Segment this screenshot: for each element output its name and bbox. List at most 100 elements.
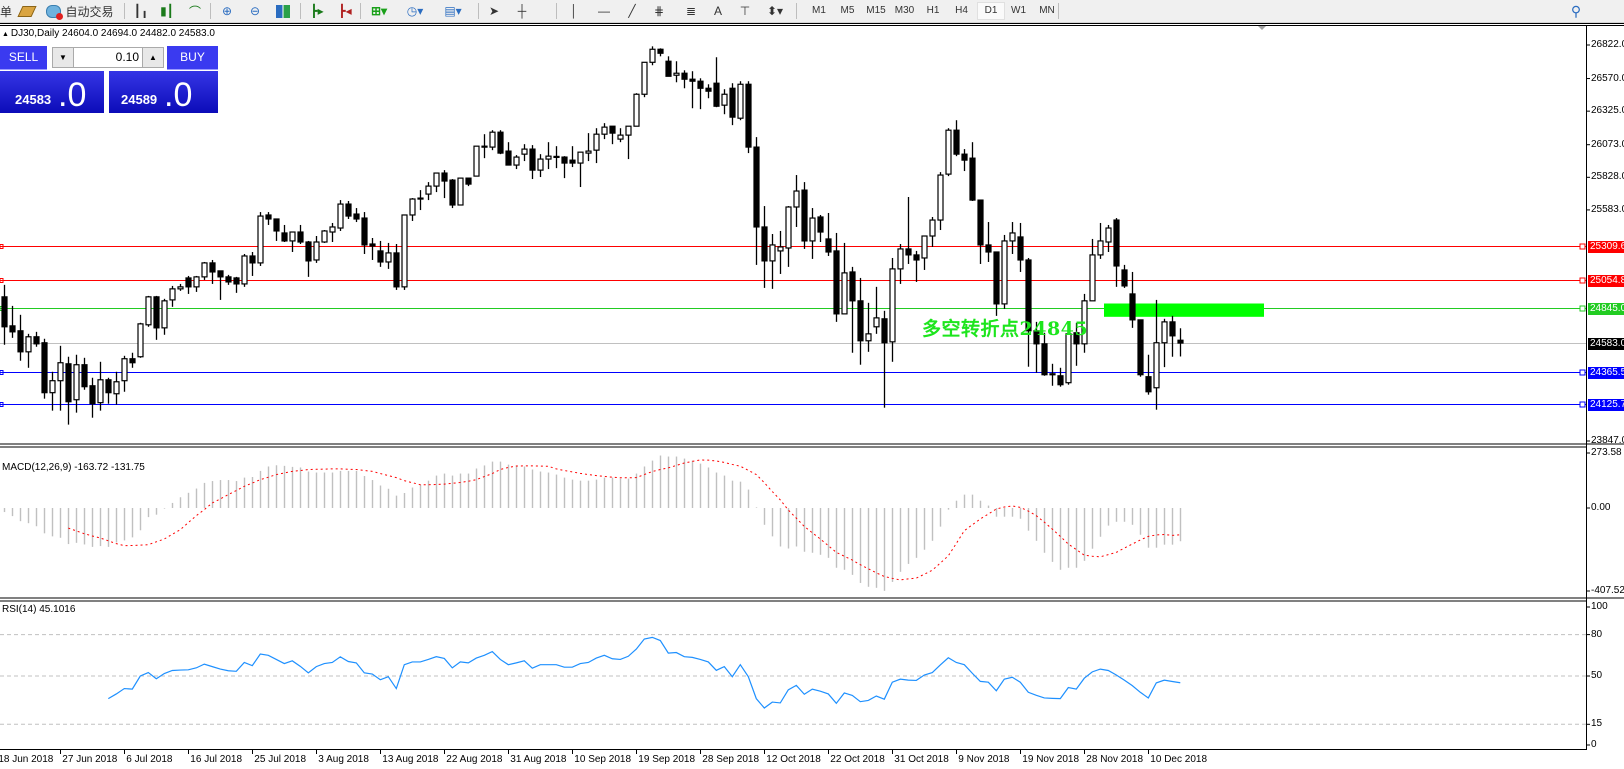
bullish-candle-body <box>553 155 560 159</box>
templates-icon[interactable]: ▤▾ <box>444 4 462 18</box>
buy-price-box[interactable]: 24589 .0 <box>109 71 218 113</box>
sell-price-box[interactable]: 24583 .0 <box>0 71 104 113</box>
candle <box>25 333 32 368</box>
macd-signal-line <box>68 459 1181 581</box>
horizontal-line-icon[interactable]: — <box>598 4 610 18</box>
price-level-label: 25054.8 <box>1588 274 1624 287</box>
collapse-triangle-icon[interactable]: ▲ <box>2 31 11 38</box>
sell-price-big: .0 <box>58 76 87 114</box>
bearish-candle-body <box>1 296 8 328</box>
fibonacci-fan-icon[interactable]: ≣ <box>685 4 697 18</box>
candle <box>1129 271 1136 328</box>
buy-button[interactable]: BUY <box>167 46 218 70</box>
timeframe-w1[interactable]: W1 <box>1011 5 1026 16</box>
bearish-candle-body <box>705 87 712 92</box>
candle <box>169 285 176 307</box>
fibonacci-expansion-icon[interactable]: ⋕ <box>653 4 665 18</box>
trendline-icon[interactable]: ╱ <box>628 4 636 18</box>
tile-windows-icon[interactable] <box>272 2 294 20</box>
crosshair-icon[interactable]: ┼ <box>517 4 527 18</box>
bullish-candle-body <box>865 333 872 342</box>
line-chart-icon[interactable]: ⌒ <box>188 4 201 19</box>
chart-shift-icon[interactable]: ┣▸ <box>310 4 324 18</box>
autoscroll-icon[interactable]: ┣◂ <box>338 4 352 18</box>
candle <box>1009 222 1016 254</box>
candle <box>785 206 792 267</box>
candle <box>569 146 576 168</box>
candle <box>353 208 360 223</box>
timeframe-h4[interactable]: H4 <box>955 5 968 16</box>
candle <box>705 84 712 99</box>
bullish-candle-body <box>929 219 936 237</box>
lot-size-input[interactable]: 0.10 <box>74 47 142 68</box>
bar-chart-icon[interactable]: ┃╻ <box>133 4 149 18</box>
bullish-candle-body <box>425 185 432 195</box>
sell-button[interactable]: SELL <box>0 46 47 70</box>
bearish-candle-body <box>209 262 216 273</box>
periods-icon[interactable]: ◷▾ <box>406 4 424 18</box>
text-tool-label: A <box>713 4 722 18</box>
bearish-candle-body <box>281 232 288 242</box>
candle <box>449 179 456 209</box>
vertical-line-icon[interactable]: │ <box>570 4 578 18</box>
bearish-candle-body <box>609 125 616 134</box>
bearish-candle-body <box>1129 293 1136 321</box>
rsi-axis-label: 15 <box>1591 718 1603 730</box>
price-level-label: 24583.0 <box>1588 337 1624 350</box>
candle <box>1065 333 1072 385</box>
arrows-icon[interactable]: ⬍▾ <box>766 4 784 18</box>
candle <box>673 61 680 83</box>
candle <box>889 257 896 362</box>
timeframe-h1[interactable]: H1 <box>926 5 940 16</box>
candle <box>577 151 584 188</box>
candle <box>161 298 168 335</box>
text-label-icon[interactable]: ⊤ <box>739 4 751 18</box>
chart-window-border <box>0 23 1624 26</box>
bullish-candle-body <box>513 156 520 166</box>
timeframe-m15[interactable]: M15 <box>866 5 886 16</box>
bearish-candle-body <box>569 159 576 164</box>
timeframe-m1[interactable]: M1 <box>812 5 826 16</box>
timeframe-m5[interactable]: M5 <box>840 5 855 16</box>
bullish-candle-body <box>673 72 680 76</box>
price-axis-label: 26570.0 <box>1591 72 1624 84</box>
timeframe-mn[interactable]: MN <box>1039 5 1055 16</box>
bullish-candle-body <box>737 83 744 119</box>
candle <box>97 361 104 411</box>
bullish-candle-body <box>137 323 144 358</box>
timeframe-d1[interactable]: D1 <box>977 2 1005 20</box>
candle <box>329 222 336 243</box>
candle <box>417 190 424 211</box>
date-label: 31 Aug 2018 <box>510 754 567 765</box>
search-icon[interactable]: ⚲ <box>1570 2 1582 19</box>
candlestick-icon[interactable]: ▮┃ <box>160 4 174 18</box>
lot-increase-button[interactable]: ▲ <box>142 47 164 68</box>
candle <box>553 146 560 169</box>
auto-trading-button[interactable]: 自动交易 <box>44 2 116 20</box>
new-order-button[interactable]: 单 <box>0 2 12 20</box>
bullish-candle-body <box>1065 333 1072 384</box>
bullish-candle-body <box>457 177 464 206</box>
zoom-in-icon[interactable]: ⊕ <box>221 4 233 18</box>
indicators-icon[interactable]: ⊞▾ <box>370 4 388 18</box>
candle <box>969 142 976 202</box>
candle <box>929 216 936 247</box>
bearish-candle-body <box>729 87 736 118</box>
bullish-candle-body <box>1089 254 1096 302</box>
bullish-candle-body <box>937 174 944 221</box>
lot-decrease-button[interactable]: ▼ <box>52 47 74 68</box>
candle <box>841 242 848 315</box>
bullish-candle-body <box>793 190 800 208</box>
timeframe-m30[interactable]: M30 <box>894 5 915 16</box>
bullish-candle-body <box>329 226 336 233</box>
bearish-candle-body <box>1057 375 1064 386</box>
buy-price-big: .0 <box>164 76 193 114</box>
zoom-out-icon[interactable]: ⊖ <box>249 4 261 18</box>
text-icon[interactable]: A <box>708 2 728 20</box>
candle <box>585 133 592 162</box>
cursor-icon[interactable]: ➤ <box>488 4 500 18</box>
price-axis-label: 23847.0 <box>1591 435 1624 446</box>
bearish-candle-body <box>1033 330 1040 345</box>
bullish-candle-body <box>145 296 152 326</box>
